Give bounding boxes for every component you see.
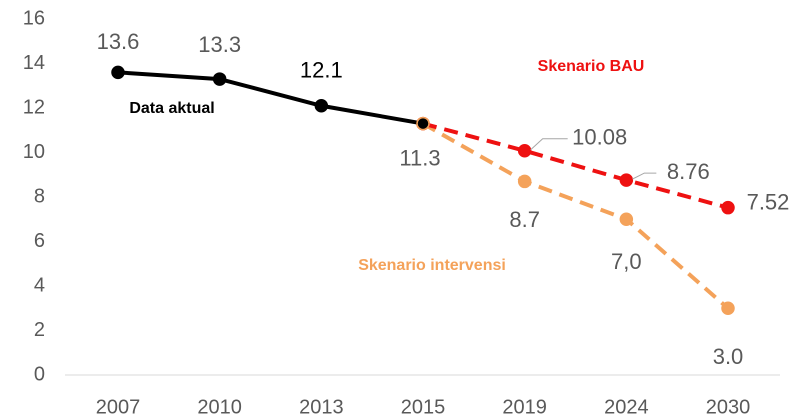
series-annotation: Skenario BAU: [538, 58, 645, 75]
y-tick-label: 14: [23, 52, 45, 74]
data-label: 8.76: [667, 159, 710, 184]
x-tick-label: 2013: [299, 396, 344, 418]
data-label: 13.6: [97, 29, 140, 54]
data-label: 12.1: [300, 58, 343, 83]
series-line: [422, 121, 730, 310]
point-marker: [416, 116, 430, 131]
x-tick-label: 2015: [401, 396, 446, 418]
x-tick-label: 2007: [96, 396, 141, 418]
y-tick-label: 2: [34, 319, 45, 341]
x-tick-label: 2024: [604, 396, 649, 418]
point-marker: [517, 174, 532, 189]
data-label: 7.52: [747, 189, 790, 214]
point-marker: [517, 143, 532, 158]
data-label: 13.3: [198, 32, 241, 57]
x-tick-label: 2030: [706, 396, 751, 418]
y-tick-label: 10: [23, 141, 45, 163]
point-marker: [619, 212, 634, 226]
series-line: [117, 70, 424, 126]
data-label: 3.0: [713, 344, 744, 369]
series-line: [422, 121, 729, 210]
point-marker: [721, 200, 735, 215]
data-label: 8.7: [509, 207, 540, 232]
data-label: 11.3: [399, 145, 440, 170]
point-marker: [111, 65, 125, 80]
point-marker: [619, 173, 634, 187]
y-tick-label: 0: [34, 363, 45, 385]
y-tick-label: 12: [23, 96, 45, 118]
y-tick-label: 8: [34, 185, 45, 207]
y-tick-label: 16: [23, 7, 45, 29]
leader-line: [632, 172, 657, 180]
data-label: 7,0: [611, 249, 642, 274]
y-tick-label: 6: [34, 230, 45, 252]
series-annotation: Skenario intervensi: [358, 257, 506, 274]
point-marker: [212, 72, 227, 86]
leader-line: [530, 138, 568, 151]
y-tick-label: 4: [34, 274, 45, 296]
series-annotation: Data aktual: [129, 100, 214, 117]
x-tick-label: 2019: [502, 396, 547, 418]
point-marker: [721, 301, 735, 315]
data-label: 10.08: [572, 125, 627, 150]
x-tick-label: 2010: [197, 396, 242, 418]
point-marker: [314, 99, 329, 113]
